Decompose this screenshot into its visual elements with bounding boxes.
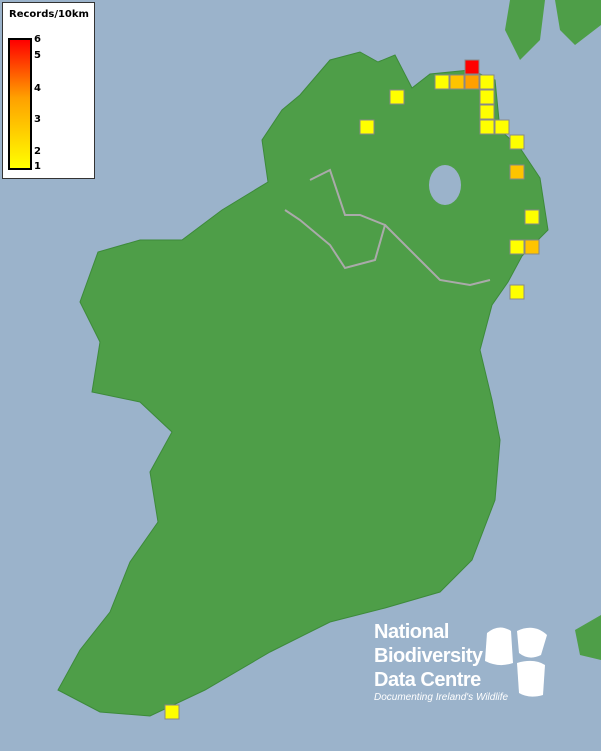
record-square (479, 89, 495, 105)
legend-tick: 3 (34, 114, 41, 125)
legend-title: Records/10km (9, 9, 89, 20)
record-square (164, 704, 180, 720)
legend-tick: 2 (34, 146, 41, 157)
legend-tick: 4 (34, 83, 41, 94)
record-square (509, 164, 525, 180)
logo-line-1: National (374, 621, 449, 643)
record-square (509, 239, 525, 255)
legend-tick: 5 (34, 50, 41, 61)
logo-icons (485, 627, 547, 697)
record-square (524, 209, 540, 225)
record-square (464, 59, 480, 75)
record-square (479, 104, 495, 120)
record-square (359, 119, 375, 135)
legend-tick: 1 (34, 161, 41, 172)
legend: Records/10km 6 5 4 3 2 1 (2, 2, 95, 179)
scotland-landmass (505, 0, 601, 660)
record-square (434, 74, 450, 90)
record-square (509, 134, 525, 150)
record-square (494, 119, 510, 135)
nbdc-logo: National Biodiversity Data Centre Docume… (374, 620, 547, 703)
record-square (479, 119, 495, 135)
logo-line-2: Biodiversity (374, 645, 483, 667)
lough-neagh (429, 165, 461, 205)
logo-line-3: Data Centre (374, 669, 481, 691)
legend-tick: 6 (34, 34, 41, 45)
record-square (464, 74, 480, 90)
record-square (524, 239, 540, 255)
border-line (284, 168, 491, 287)
record-square (509, 284, 525, 300)
ireland-landmass (57, 51, 549, 717)
record-square (449, 74, 465, 90)
record-square (389, 89, 405, 105)
legend-color-ramp (8, 38, 32, 170)
record-square (479, 74, 495, 90)
logo-tagline: Documenting Ireland's Wildlife (374, 692, 509, 703)
record-squares (164, 59, 540, 720)
